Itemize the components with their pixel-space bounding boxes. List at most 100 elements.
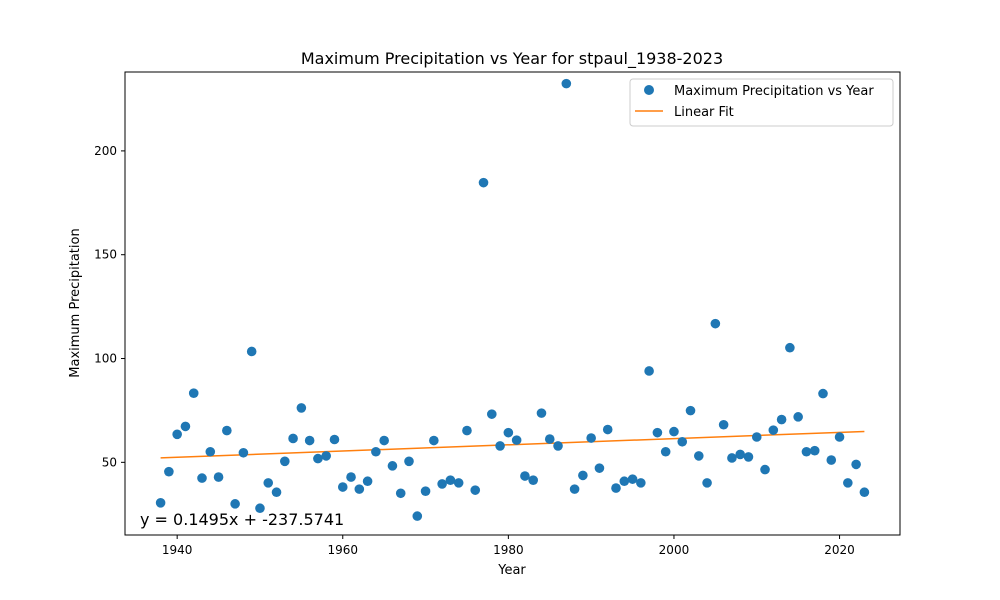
data-point — [834, 432, 845, 442]
data-point — [851, 459, 861, 470]
data-point — [652, 427, 663, 438]
data-point — [213, 472, 224, 482]
x-tick-label: 1980 — [493, 543, 524, 557]
data-point — [296, 403, 307, 413]
data-point — [180, 421, 191, 432]
data-point — [197, 473, 207, 483]
data-point — [205, 446, 216, 457]
data-point — [437, 479, 447, 489]
fit-equation-annotation: y = 0.1495x + -237.5741 — [140, 510, 344, 529]
data-point — [578, 470, 588, 481]
data-point — [561, 78, 572, 89]
data-point — [329, 434, 340, 445]
data-point — [495, 441, 505, 451]
data-point — [453, 478, 464, 488]
legend-box — [629, 78, 894, 127]
data-point — [362, 476, 373, 487]
y-axis-label: Maximum Precipitation — [68, 228, 83, 377]
data-point — [544, 434, 555, 444]
legend-label-scatter: Maximum Precipitation vs Year — [674, 84, 874, 99]
data-point — [619, 476, 630, 487]
y-tick-label: 50 — [102, 455, 117, 469]
y-tick-label: 200 — [94, 144, 117, 158]
data-point — [693, 451, 704, 461]
data-point — [660, 446, 671, 457]
data-point — [677, 436, 688, 447]
data-point — [313, 453, 323, 464]
scatter-points — [155, 78, 870, 521]
data-point — [751, 432, 762, 442]
linear-fit-line — [160, 430, 865, 459]
data-point — [520, 471, 530, 481]
data-point — [569, 484, 580, 494]
data-point — [768, 425, 779, 435]
data-point — [371, 446, 381, 457]
data-point — [611, 483, 621, 493]
data-point — [155, 498, 166, 508]
data-point — [246, 346, 257, 357]
data-point — [586, 433, 596, 443]
data-point — [354, 484, 365, 494]
data-point — [644, 366, 654, 376]
data-point — [395, 488, 406, 499]
data-point — [809, 445, 820, 456]
x-tick-label: 2020 — [824, 543, 855, 557]
data-point — [379, 435, 389, 446]
data-point — [238, 447, 249, 458]
data-point — [487, 409, 497, 419]
data-point — [528, 475, 538, 485]
data-point — [718, 419, 729, 430]
y-tick-label: 150 — [94, 248, 117, 262]
data-point — [785, 342, 795, 353]
linear-fit-layer — [160, 430, 865, 459]
legend-marker-scatter — [644, 85, 654, 95]
y-axis: 50 100 150 200 — [94, 144, 125, 469]
data-point — [727, 453, 737, 463]
x-tick-label: 2000 — [659, 543, 690, 557]
data-point — [387, 461, 398, 471]
data-point — [445, 475, 456, 485]
data-point — [793, 412, 803, 422]
x-tick-label: 1940 — [162, 543, 193, 557]
data-point — [271, 487, 282, 498]
data-point — [801, 446, 812, 457]
data-point — [685, 405, 696, 416]
data-point — [222, 425, 232, 436]
data-point — [404, 456, 414, 467]
data-point — [478, 177, 489, 188]
data-point — [702, 478, 712, 488]
data-point — [263, 478, 274, 488]
data-point — [669, 426, 679, 437]
data-point — [188, 388, 199, 398]
y-tick-label: 100 — [94, 352, 117, 366]
data-point — [321, 451, 332, 461]
data-point — [627, 474, 638, 484]
data-point — [280, 456, 290, 467]
data-point — [412, 511, 423, 521]
data-point — [776, 414, 787, 425]
x-tick-label: 1960 — [327, 543, 358, 557]
x-axis-label: Year — [497, 563, 526, 578]
data-point — [636, 478, 646, 488]
data-point — [288, 433, 298, 444]
data-point — [818, 388, 828, 399]
data-point — [602, 424, 613, 435]
data-point — [553, 441, 563, 451]
data-point — [304, 435, 315, 446]
data-point — [859, 487, 870, 498]
data-point — [594, 463, 605, 473]
data-point — [172, 429, 182, 440]
data-point — [503, 427, 514, 438]
data-point — [164, 466, 174, 477]
data-point — [346, 472, 356, 482]
data-point — [511, 435, 522, 445]
data-point — [710, 318, 721, 329]
data-point — [420, 486, 431, 496]
data-point — [735, 449, 745, 460]
data-point — [826, 455, 837, 465]
data-point — [429, 435, 439, 446]
plot-area — [124, 71, 901, 536]
chart-title: Maximum Precipitation vs Year for stpaul… — [301, 49, 723, 69]
data-point — [743, 452, 754, 462]
